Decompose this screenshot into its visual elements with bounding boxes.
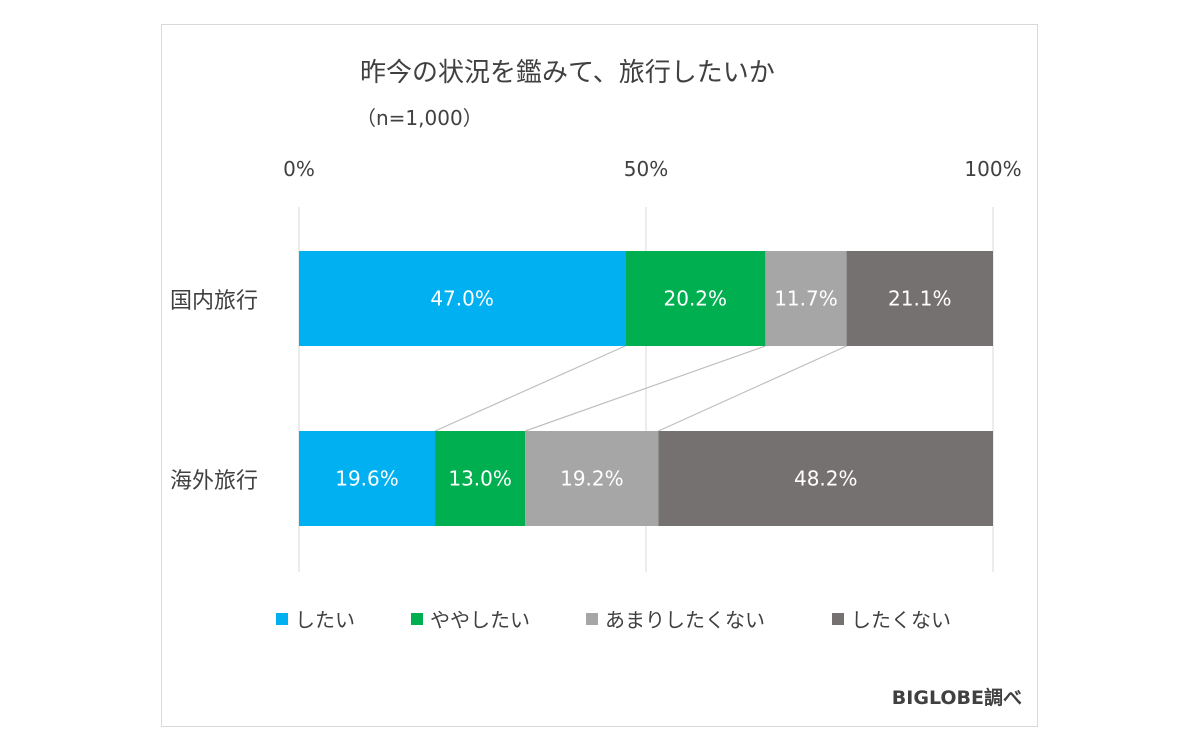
legend-label: あまりしたくない xyxy=(605,608,765,632)
source-note: BIGLOBE調べ xyxy=(891,687,1022,709)
legend-item: あまりしたくない xyxy=(586,604,765,633)
legend-swatch xyxy=(586,612,598,625)
legend-swatch xyxy=(832,612,844,625)
chart-title: 昨今の状況を鑑みて、旅行したいか xyxy=(360,58,775,88)
legend-label: したくない xyxy=(851,608,951,632)
x-tick-label: 0% xyxy=(283,157,315,181)
chart-frame xyxy=(161,24,1038,727)
bar-segment xyxy=(435,431,526,526)
legend-item: ややしたい xyxy=(411,604,530,633)
bar-segment xyxy=(658,431,993,526)
category-label: 国内旅行 xyxy=(170,289,259,314)
series-connector-line xyxy=(658,345,847,432)
data-label: 11.7% xyxy=(774,287,838,311)
data-label: 19.6% xyxy=(335,467,399,491)
bar-segment xyxy=(299,431,436,526)
data-label: 13.0% xyxy=(448,467,512,491)
category-label: 海外旅行 xyxy=(170,469,259,494)
bar-segment xyxy=(765,251,847,346)
legend: したい ややしたい あまりしたくない したくない xyxy=(0,604,1200,634)
bar-segment xyxy=(525,431,659,526)
legend-label: ややしたい xyxy=(430,608,530,632)
data-label: 47.0% xyxy=(430,287,494,311)
series-connector-line xyxy=(525,345,766,432)
series-connector-line xyxy=(434,345,626,432)
legend-item: したくない xyxy=(832,604,951,633)
bar-segment xyxy=(299,251,626,346)
bar-segment xyxy=(625,251,766,346)
data-label: 48.2% xyxy=(794,467,858,491)
legend-swatch xyxy=(276,612,288,625)
x-tick-label: 50% xyxy=(623,157,669,181)
legend-label: したい xyxy=(295,608,355,632)
data-label: 21.1% xyxy=(888,287,952,311)
legend-item: したい xyxy=(276,604,355,633)
x-tick-label: 100% xyxy=(964,157,1022,181)
legend-swatch xyxy=(411,612,423,625)
bar-segment xyxy=(846,251,993,346)
data-label: 19.2% xyxy=(560,467,624,491)
chart-subtitle: （n=1,000） xyxy=(356,106,483,130)
data-label: 20.2% xyxy=(664,287,728,311)
